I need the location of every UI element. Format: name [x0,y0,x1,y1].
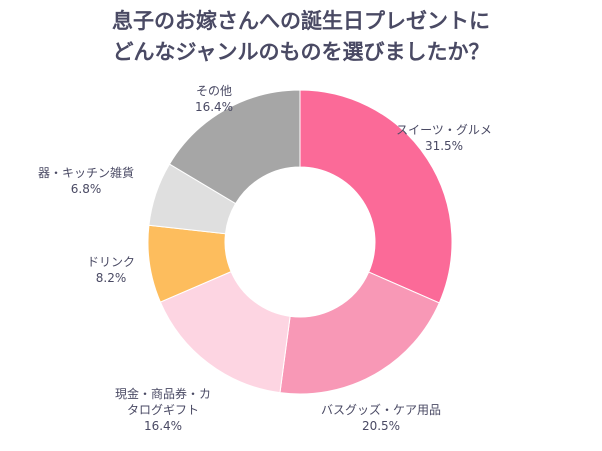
slice-6-percent: 16.4% [195,100,233,114]
donut-slice-1 [299,89,453,304]
slice-1-percent: 31.5% [425,139,463,153]
chart-title-line-1: 息子のお嫁さんへの誕生日プレゼントに [112,9,490,33]
chart-title: 息子のお嫁さんへの誕生日プレゼントに どんなジャンルのものを選びましたか？ [0,6,602,68]
slice-5-percent: 6.8% [71,182,102,196]
slice-2-label: バスグッズ・ケア用品 [321,402,441,417]
slice-6-label: その他 [196,84,232,98]
slice-5-label: 器・キッチン雑貨 [38,165,134,180]
slice-1-label: スイーツ・グルメ [396,123,492,137]
slice-2-percent: 20.5% [362,419,400,433]
donut-slice-2 [279,271,440,395]
donut-slice-6 [168,89,301,205]
slice-4-label: ドリンク [87,255,135,269]
chart-title-line-2: どんなジャンルのものを選びましたか？ [112,40,490,64]
slice-3-label: 現金・商品券・カ [115,386,211,401]
donut-slice-3 [159,270,291,394]
slice-3-label: タログギフト [127,403,199,417]
slice-4-percent: 8.2% [96,271,127,285]
slice-3-percent: 16.4% [144,419,182,433]
